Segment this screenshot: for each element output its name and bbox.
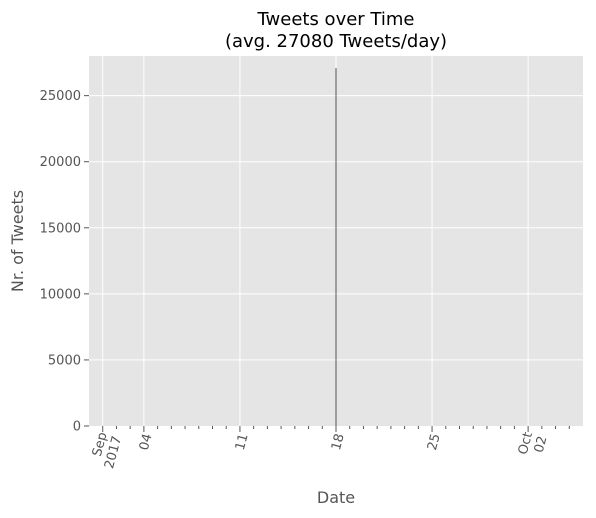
x-axis-label: Date <box>317 488 355 507</box>
x-tick-label-line: 02 <box>532 435 551 455</box>
y-tick-label: 20000 <box>40 155 81 170</box>
y-tick-label: 10000 <box>40 287 81 302</box>
y-tick-label: 25000 <box>40 89 81 104</box>
x-axis-ticks: Sep2017 04 11 18 25 Oct02 <box>88 426 570 471</box>
x-tick-label: 25 <box>425 432 444 452</box>
y-tick-label: 0 <box>73 420 81 435</box>
x-tick-label: 18 <box>329 432 348 452</box>
x-tick-label: 11 <box>233 432 252 452</box>
x-tick-label: 04 <box>137 432 156 452</box>
x-tick-label-line: 11 <box>233 432 252 452</box>
x-tick-label: Oct02 <box>516 431 551 460</box>
x-tick-label-line: 18 <box>329 432 348 452</box>
y-tick-label: 15000 <box>40 221 81 236</box>
y-axis-label: Nr. of Tweets <box>8 190 27 292</box>
bars <box>335 68 337 427</box>
x-tick-label-line: Sep <box>90 431 111 459</box>
chart-subtitle: (avg. 27080 Tweets/day) <box>225 31 447 52</box>
chart-title: Tweets over Time <box>257 9 415 30</box>
x-tick-label-line: 04 <box>137 432 156 452</box>
x-tick-label-line: 25 <box>425 432 444 452</box>
y-tick-label: 5000 <box>48 353 81 368</box>
x-tick-label: Sep2017 <box>88 431 126 471</box>
y-axis-ticks: 0 5000 10000 15000 20000 25000 <box>40 89 89 435</box>
x-tick-label-line: Oct <box>516 431 536 457</box>
bar <box>335 68 337 427</box>
